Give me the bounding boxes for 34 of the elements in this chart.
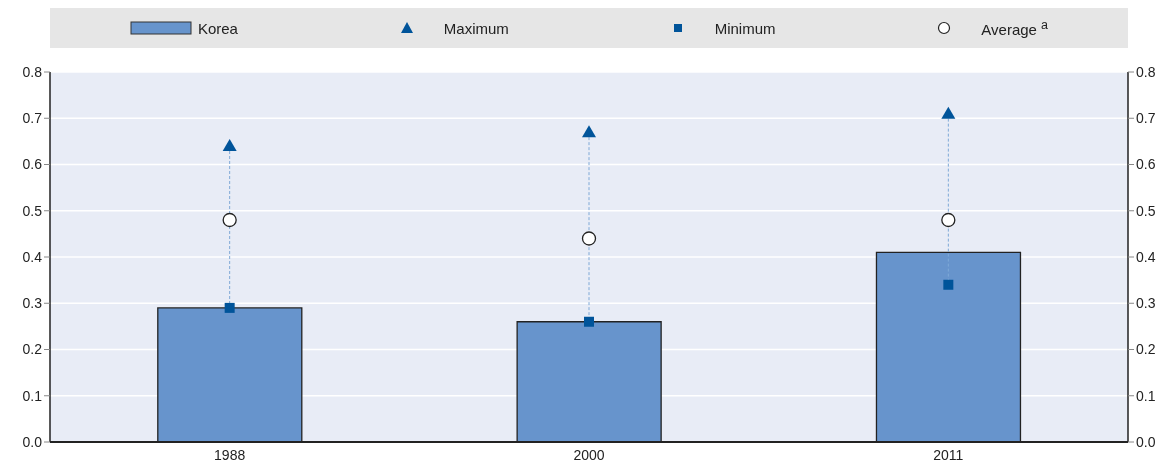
- point: [222, 212, 237, 228]
- y-tick-label: 0.2: [22, 341, 43, 358]
- point: [582, 125, 596, 138]
- point: [224, 302, 235, 313]
- legend-label: Minimum: [714, 19, 776, 37]
- x-tick-label: 2000: [573, 446, 605, 463]
- y-tick-label: 0.7: [22, 110, 43, 127]
- point: [584, 316, 594, 327]
- y2-tick-label: 0.1: [1136, 387, 1156, 404]
- legend-label: Maximum: [443, 19, 509, 37]
- y-tick-label: 0.5: [22, 202, 43, 219]
- point: [581, 231, 597, 246]
- y2-tick-label: 0.2: [1136, 341, 1156, 358]
- y2-tick-label: 0.6: [1136, 156, 1156, 173]
- y2-tick-label: 0.8: [1136, 63, 1156, 80]
- point: [941, 212, 956, 228]
- legend-label: Average $^{a}$: [981, 18, 1049, 38]
- x-tick-label: 1988: [214, 446, 246, 463]
- legend-label: Korea: [197, 19, 238, 37]
- y-tick-label: 0.1: [22, 387, 43, 404]
- y-tick-label: 0.0: [22, 433, 43, 450]
- point: [222, 139, 237, 151]
- y-tick-label: 0.6: [22, 156, 43, 173]
- y-tick-label: 0.3: [22, 295, 43, 312]
- point: [941, 106, 956, 119]
- y2-tick-label: 0.4: [1136, 248, 1156, 265]
- y-tick-label: 0.4: [22, 248, 43, 265]
- y2-tick-label: 0.5: [1136, 202, 1156, 219]
- y-tick-label: 0.8: [22, 63, 43, 80]
- x-tick-label: 2011: [933, 446, 964, 463]
- point: [943, 279, 954, 290]
- y2-tick-label: 0.0: [1136, 433, 1156, 450]
- y2-tick-label: 0.3: [1136, 295, 1156, 312]
- y2-tick-label: 0.7: [1136, 110, 1156, 127]
